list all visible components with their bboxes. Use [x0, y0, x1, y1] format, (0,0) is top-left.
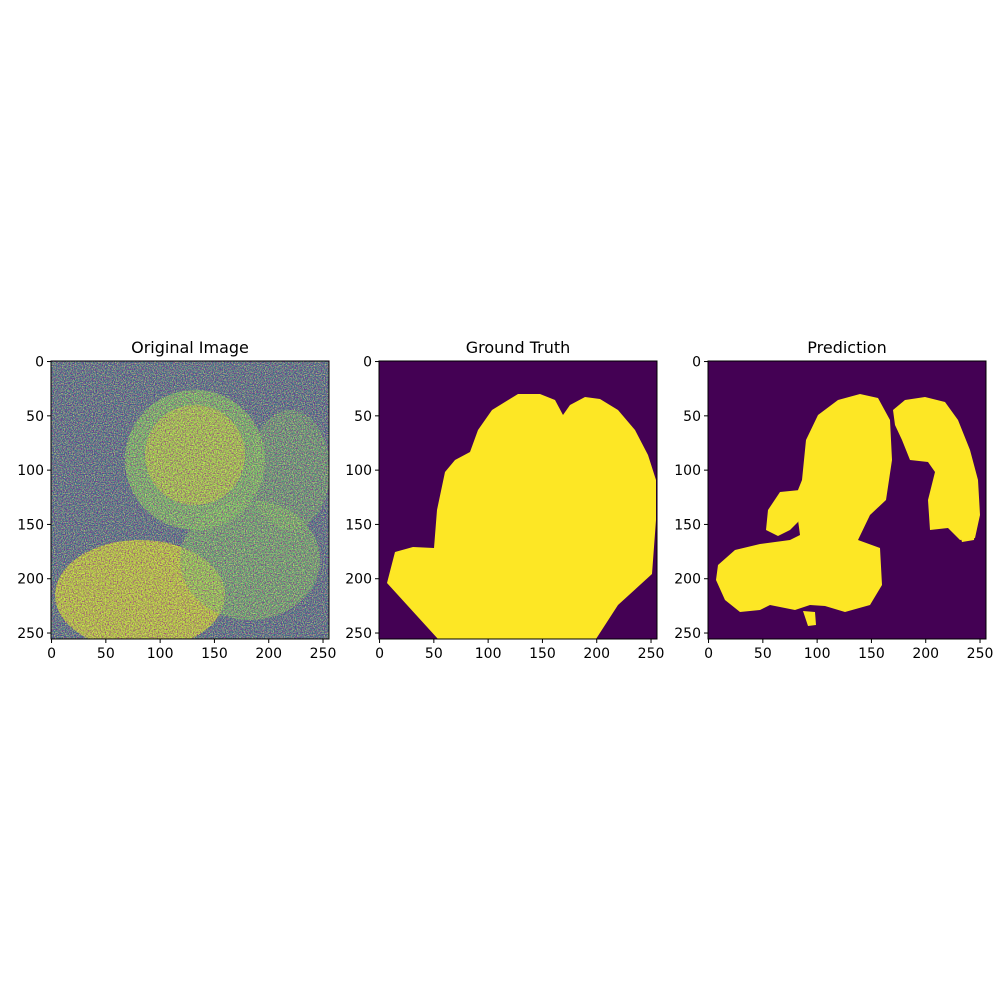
- y-tick-label: 150: [345, 517, 372, 533]
- y-tick-label: 100: [17, 463, 44, 479]
- x-tick-label: 0: [704, 646, 713, 662]
- x-tick-label: 100: [475, 646, 502, 662]
- x-tick-label: 150: [529, 646, 556, 662]
- y-tick-label: 150: [17, 517, 44, 533]
- y-tick-label: 250: [17, 626, 44, 642]
- x-tick-label: 150: [201, 646, 228, 662]
- x-tick-label: 50: [425, 646, 443, 662]
- x-tick-label: 100: [147, 646, 174, 662]
- x-tick-label: 0: [47, 646, 56, 662]
- y-tick-label: 0: [35, 355, 44, 371]
- prediction-mask: [708, 361, 986, 639]
- panel-title: Prediction: [807, 338, 886, 357]
- y-tick-label: 50: [354, 409, 372, 425]
- panel-title: Ground Truth: [466, 338, 571, 357]
- y-tick-label: 200: [674, 572, 701, 588]
- y-tick-label: 50: [26, 409, 44, 425]
- x-tick-label: 150: [858, 646, 885, 662]
- x-tick-label: 50: [754, 646, 772, 662]
- x-tick-label: 200: [583, 646, 610, 662]
- x-tick-label: 250: [638, 646, 665, 662]
- y-tick-label: 0: [363, 355, 372, 371]
- ground-truth-mask: [379, 361, 657, 639]
- y-tick-label: 250: [345, 626, 372, 642]
- x-tick-label: 0: [375, 646, 384, 662]
- x-tick-label: 250: [310, 646, 337, 662]
- x-tick-label: 200: [255, 646, 282, 662]
- panel-title: Original Image: [131, 338, 249, 357]
- x-tick-label: 200: [912, 646, 939, 662]
- y-tick-label: 50: [683, 409, 701, 425]
- y-tick-label: 100: [345, 463, 372, 479]
- y-tick-label: 200: [345, 572, 372, 588]
- y-tick-label: 150: [674, 517, 701, 533]
- y-tick-label: 100: [674, 463, 701, 479]
- x-tick-label: 250: [967, 646, 994, 662]
- panel-prediction: Prediction: [707, 338, 987, 640]
- x-tick-label: 50: [97, 646, 115, 662]
- y-tick-label: 250: [674, 626, 701, 642]
- panel-original-image: Original Image: [50, 338, 330, 640]
- y-tick-label: 0: [692, 355, 701, 371]
- x-tick-label: 100: [804, 646, 831, 662]
- panel-ground-truth: Ground Truth: [378, 338, 658, 640]
- original-image: [51, 361, 329, 639]
- y-tick-label: 200: [17, 572, 44, 588]
